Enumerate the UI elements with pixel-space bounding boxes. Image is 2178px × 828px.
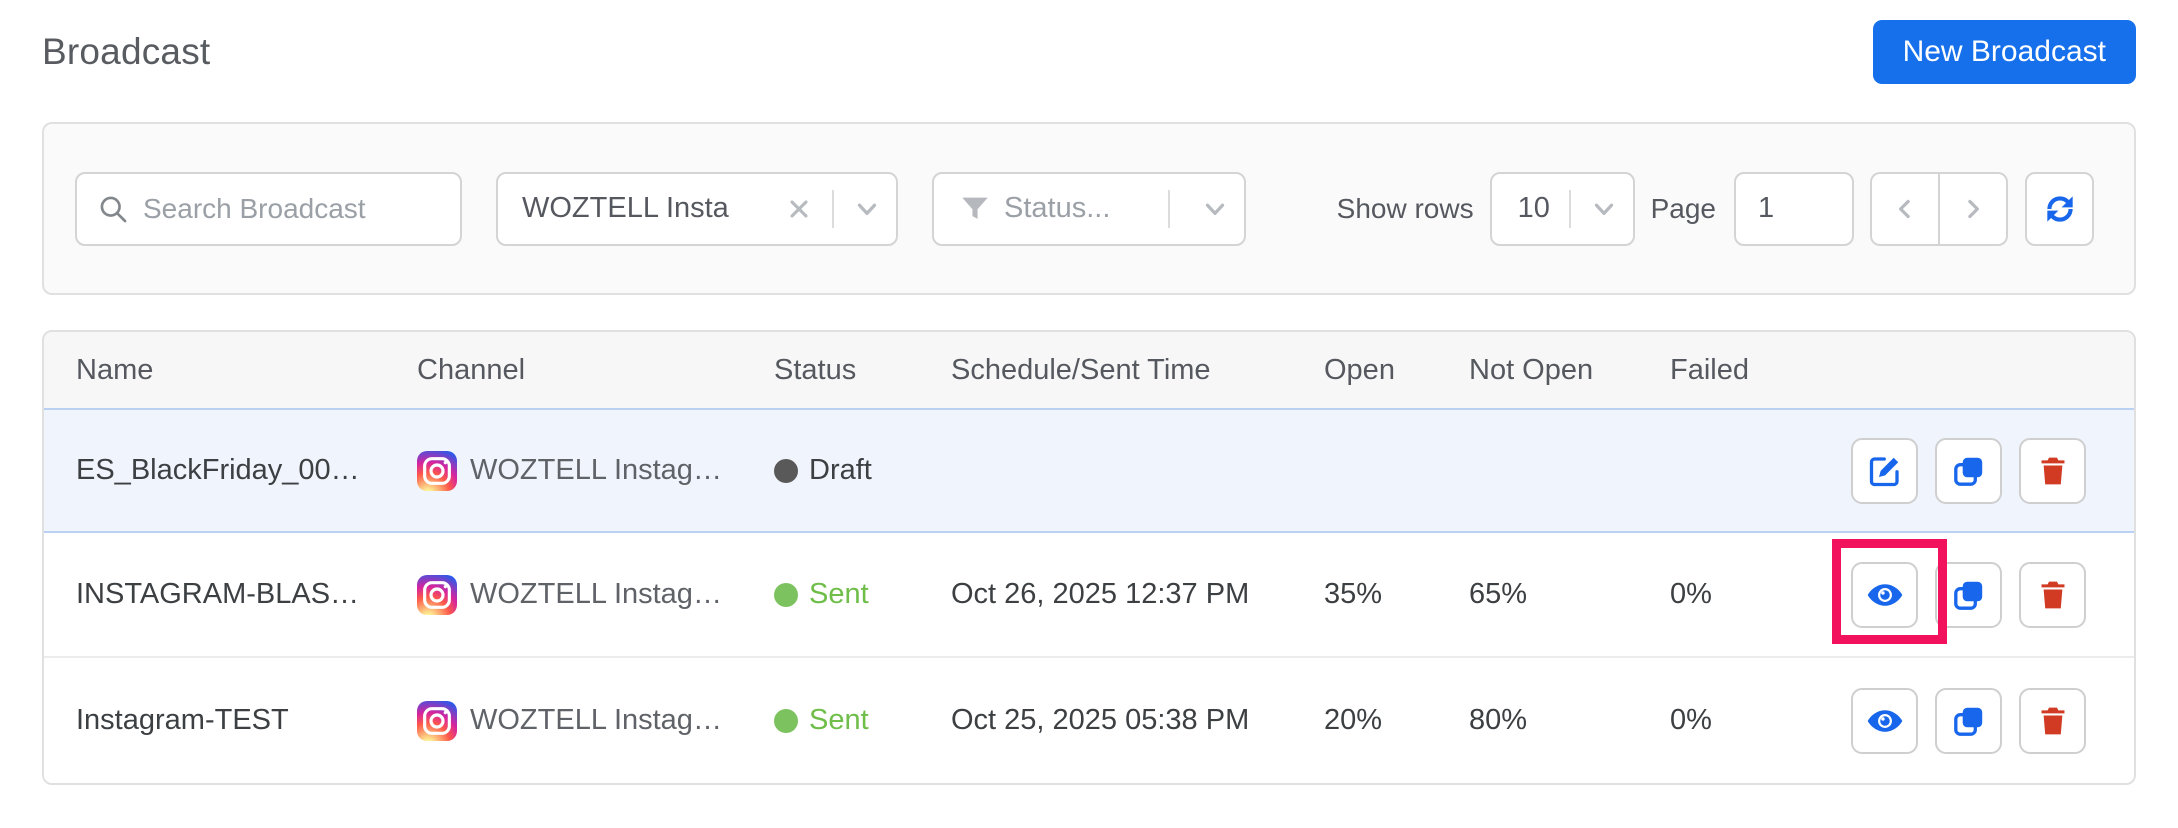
trash-icon: [2036, 704, 2070, 738]
next-page-button[interactable]: [1939, 171, 2008, 246]
search-icon: [97, 193, 129, 225]
eye-icon: [1866, 576, 1904, 614]
pager-group: [1870, 171, 2008, 246]
copy-icon: [1951, 703, 1987, 739]
channel-filter-value: WOZTELL Insta: [522, 192, 729, 224]
status-label: Draft: [809, 454, 872, 486]
page-number-container: [1734, 171, 1854, 246]
open-percent: 20%: [1324, 704, 1383, 736]
view-button[interactable]: [1851, 561, 1918, 628]
column-header-failed: Failed: [1670, 353, 1749, 386]
refresh-button[interactable]: [2025, 171, 2094, 246]
not-open-percent: 80%: [1469, 704, 1528, 736]
show-rows-label: Show rows: [1336, 192, 1474, 224]
edit-button[interactable]: [1851, 437, 1918, 504]
chevron-right-icon: [1958, 194, 1988, 224]
broadcast-name: INSTAGRAM-BLAS…: [76, 578, 360, 610]
clear-x-icon[interactable]: [770, 195, 828, 223]
page-number-input[interactable]: [1758, 192, 1830, 225]
table-header-row: Name Channel Status Schedule/Sent Time O…: [44, 332, 2134, 410]
page-title: Broadcast: [42, 31, 211, 72]
column-header-open: Open: [1324, 353, 1395, 386]
filter-bar: WOZTELL Insta Status...: [42, 122, 2136, 295]
copy-icon: [1951, 453, 1987, 489]
delete-button[interactable]: [2019, 687, 2086, 754]
broadcast-table: Name Channel Status Schedule/Sent Time O…: [42, 330, 2136, 785]
status-dot: [774, 708, 798, 733]
broadcast-name: ES_BlackFriday_00…: [76, 454, 360, 486]
table-row[interactable]: Instagram-TEST WOZTELL Instag… Sent Oct …: [44, 658, 2134, 783]
failed-percent: 0%: [1670, 704, 1712, 736]
table-row[interactable]: INSTAGRAM-BLAS… WOZTELL Instag… Sent Oct…: [44, 533, 2134, 658]
select-divider: [1568, 189, 1571, 228]
broadcast-name: Instagram-TEST: [76, 704, 289, 736]
page-header: Broadcast New Broadcast: [42, 20, 2136, 84]
channel-name: WOZTELL Instag…: [470, 704, 722, 736]
trash-icon: [2036, 454, 2070, 488]
chevron-down-icon[interactable]: [1186, 194, 1244, 224]
open-percent: 35%: [1324, 578, 1383, 610]
chevron-down-icon[interactable]: [1575, 194, 1633, 224]
previous-page-button[interactable]: [1870, 171, 1939, 246]
duplicate-button[interactable]: [1935, 687, 2002, 754]
not-open-percent: 65%: [1469, 578, 1528, 610]
delete-button[interactable]: [2019, 437, 2086, 504]
edit-icon: [1867, 453, 1903, 489]
trash-icon: [2036, 578, 2070, 612]
search-input-container: [75, 171, 462, 246]
schedule-sent-time: Oct 26, 2025 12:37 PM: [951, 578, 1250, 610]
column-header-channel: Channel: [417, 353, 526, 386]
instagram-icon: [417, 700, 457, 741]
eye-icon: [1866, 702, 1904, 740]
status-dot: [774, 458, 798, 483]
status-filter-placeholder: Status...: [1004, 192, 1111, 224]
channel-name: WOZTELL Instag…: [470, 578, 722, 610]
duplicate-button[interactable]: [1935, 561, 2002, 628]
schedule-sent-time: Oct 25, 2025 05:38 PM: [951, 704, 1250, 736]
new-broadcast-button[interactable]: New Broadcast: [1872, 20, 2136, 84]
page-label: Page: [1650, 192, 1716, 224]
funnel-icon: [958, 192, 992, 226]
column-header-name: Name: [76, 353, 154, 386]
copy-icon: [1951, 577, 1987, 613]
select-divider: [1168, 189, 1170, 228]
channel-name: WOZTELL Instag…: [470, 454, 722, 486]
rows-per-page-value: 10: [1517, 192, 1550, 224]
status-dot: [774, 582, 798, 607]
chevron-down-icon[interactable]: [838, 194, 896, 224]
status-label: Sent: [809, 578, 869, 610]
refresh-icon: [2041, 190, 2079, 228]
column-header-schedule: Schedule/Sent Time: [951, 353, 1211, 386]
channel-filter-select[interactable]: WOZTELL Insta: [496, 171, 898, 246]
delete-button[interactable]: [2019, 561, 2086, 628]
search-input[interactable]: [143, 192, 440, 225]
column-header-not-open: Not Open: [1469, 353, 1594, 386]
table-row[interactable]: ES_BlackFriday_00… WOZTELL Instag… Draft: [44, 408, 2134, 533]
instagram-icon: [417, 450, 457, 491]
rows-per-page-select[interactable]: 10: [1489, 171, 1635, 246]
view-button[interactable]: [1851, 687, 1918, 754]
instagram-icon: [417, 574, 457, 615]
chevron-left-icon: [1890, 194, 1920, 224]
status-label: Sent: [809, 704, 869, 736]
failed-percent: 0%: [1670, 578, 1712, 610]
column-header-status: Status: [774, 353, 857, 386]
duplicate-button[interactable]: [1935, 437, 2002, 504]
select-divider: [832, 189, 834, 228]
status-filter-select[interactable]: Status...: [932, 171, 1246, 246]
